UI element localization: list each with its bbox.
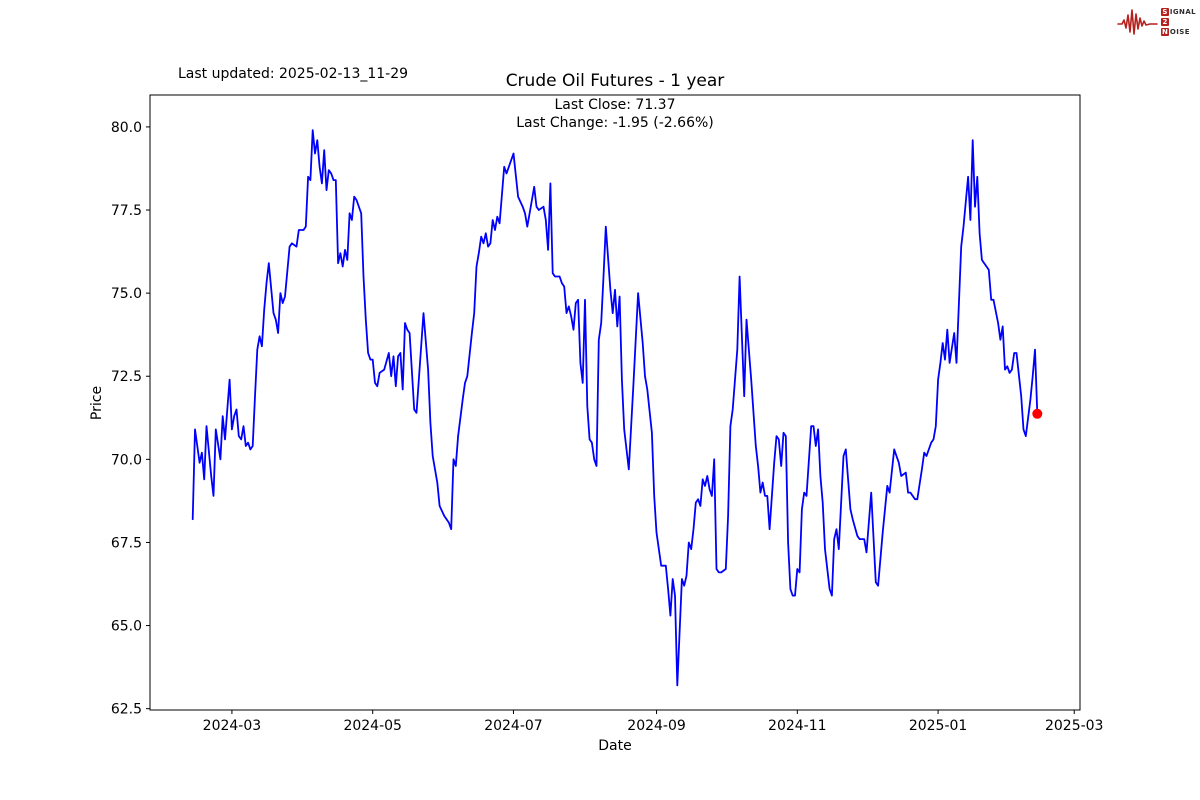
x-tick-label: 2025-01 xyxy=(909,718,968,734)
brand-wordmark: S IGNAL 2 N OISE xyxy=(1160,8,1196,37)
x-tick-label: 2024-09 xyxy=(627,718,686,734)
brand-word-signal-rest: IGNAL xyxy=(1169,8,1196,16)
y-tick-label: 62.5 xyxy=(111,702,142,718)
y-tick-label: 67.5 xyxy=(111,535,142,551)
brand-logo: S IGNAL 2 N OISE xyxy=(1117,6,1196,38)
x-tick-label: 2025-03 xyxy=(1045,718,1104,734)
x-tick-label: 2024-07 xyxy=(484,718,543,734)
y-tick-label: 72.5 xyxy=(111,369,142,385)
brand-box-n: N xyxy=(1160,28,1169,36)
last-price-marker xyxy=(1032,408,1043,419)
price-line xyxy=(191,129,1039,687)
x-tick-label: 2024-05 xyxy=(343,718,402,734)
last-updated-label: Last updated: 2025-02-13_11-29 xyxy=(178,66,409,82)
subtitle-last-close: Last Close: 71.37 xyxy=(554,97,676,113)
brand-box-s: S xyxy=(1160,8,1169,16)
y-tick-label: 65.0 xyxy=(111,619,142,635)
brand-waveform-icon xyxy=(1117,9,1158,35)
y-tick-label: 75.0 xyxy=(111,286,142,302)
chart-title: Crude Oil Futures - 1 year xyxy=(505,71,725,91)
x-tick-label: 2024-11 xyxy=(768,718,827,734)
x-axis-label: Date xyxy=(598,738,632,754)
axis-frame xyxy=(149,94,1081,711)
brand-word-2: 2 xyxy=(1160,18,1196,27)
subtitle-last-change: Last Change: -1.95 (-2.66%) xyxy=(516,115,714,131)
y-tick-label: 70.0 xyxy=(111,452,142,468)
y-tick-label: 77.5 xyxy=(111,203,142,219)
brand-box-2: 2 xyxy=(1160,18,1169,26)
x-tick-label: 2024-03 xyxy=(203,718,262,734)
y-tick-label: 80.0 xyxy=(111,120,142,136)
brand-word-signal: S IGNAL xyxy=(1160,8,1196,17)
brand-word-noise-rest: OISE xyxy=(1169,28,1190,36)
brand-word-noise: N OISE xyxy=(1160,28,1196,37)
